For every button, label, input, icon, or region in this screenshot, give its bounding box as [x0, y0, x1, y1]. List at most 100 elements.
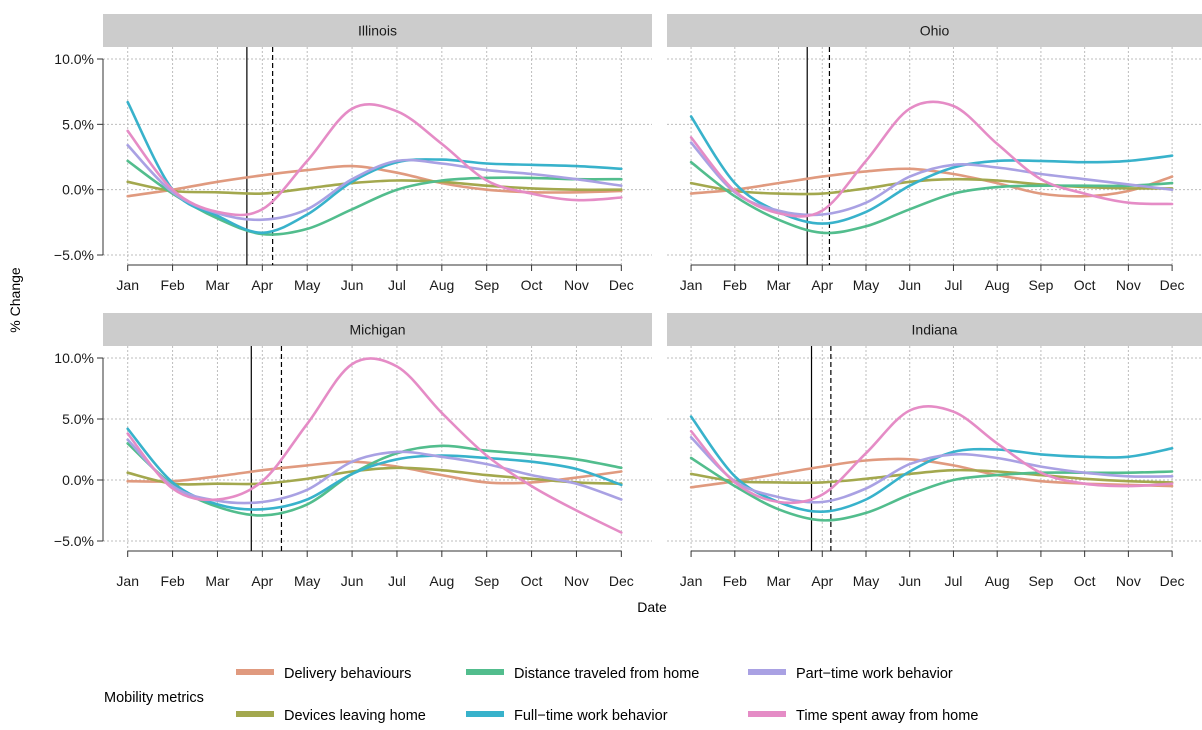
y-tick-label: −5.0%: [54, 247, 94, 263]
legend-item-part-time-work-behavior: Part−time work behavior: [748, 666, 953, 682]
legend-swatch: [236, 711, 274, 717]
series-line-time-spent-away-from-home: [689, 405, 1174, 505]
legend-label: Part−time work behavior: [796, 666, 953, 682]
series-line-time-spent-away-from-home: [126, 103, 623, 217]
panel-title: Michigan: [349, 322, 405, 338]
x-tick-label: Nov: [1116, 277, 1141, 293]
legend-label: Time spent away from home: [796, 708, 978, 724]
x-tick-label: Jun: [341, 277, 364, 293]
series-line-full-time-work-behavior: [126, 427, 623, 511]
series-line-devices-leaving-home: [126, 466, 623, 486]
series-line-full-time-work-behavior: [126, 100, 623, 235]
x-tick-label: Nov: [564, 277, 589, 293]
x-tick-label: Sep: [1028, 277, 1053, 293]
series-line-time-spent-away-from-home: [126, 357, 623, 534]
x-tick-label: Dec: [1160, 573, 1185, 589]
x-tick-label: Jun: [898, 277, 921, 293]
panel-strip: [103, 313, 652, 346]
x-axis: Jan Feb Mar Apr May Jun Jul Aug Sep Oct Nov Dec: [680, 264, 1185, 293]
series-line-delivery-behaviours: [689, 167, 1174, 198]
panel-michigan: Michigan −5.0% 0.0% 5.0% 10.0% Jan Feb Mar Apr Ma…: [54, 313, 652, 589]
x-tick-label: Jul: [388, 277, 406, 293]
series-group: [689, 100, 1174, 235]
x-axis: Jan Feb Mar Apr May Jun Jul Aug Sep Oct Nov Dec: [116, 264, 634, 293]
series-line-distance-traveled-from-home: [689, 160, 1174, 235]
grid: [667, 47, 1202, 265]
legend-title: Mobility metrics: [104, 690, 204, 706]
x-axis: Jan Feb Mar Apr May Jun Jul Aug Sep Oct Nov Dec: [680, 550, 1185, 589]
x-tick-label: Aug: [429, 277, 454, 293]
series-line-time-spent-away-from-home: [689, 100, 1174, 218]
x-tick-label: Oct: [521, 277, 543, 293]
x-tick-label: Apr: [251, 277, 273, 293]
legend: Mobility metrics Delivery behaviours Devi…: [104, 666, 978, 724]
legend-label: Distance traveled from home: [514, 666, 699, 682]
legend-label: Devices leaving home: [284, 708, 426, 724]
series-line-devices-leaving-home: [126, 179, 623, 196]
x-tick-label: Dec: [609, 277, 634, 293]
y-tick-label: 5.0%: [62, 116, 94, 132]
panel-strip: [667, 14, 1202, 47]
x-tick-label: May: [853, 277, 879, 293]
x-tick-label: May: [294, 277, 320, 293]
series-line-devices-leaving-home: [689, 468, 1174, 485]
panel-title: Ohio: [920, 23, 950, 39]
y-tick-label: 10.0%: [54, 350, 94, 366]
series-group: [689, 405, 1174, 522]
series-line-distance-traveled-from-home: [126, 159, 623, 236]
x-tick-label: May: [853, 573, 879, 589]
x-tick-label: Sep: [474, 573, 499, 589]
x-tick-label: Jan: [116, 277, 139, 293]
x-tick-label: Apr: [251, 573, 273, 589]
x-tick-label: Feb: [161, 573, 185, 589]
x-tick-label: Mar: [766, 573, 790, 589]
legend-item-time-spent-away-from-home: Time spent away from home: [748, 708, 978, 724]
legend-swatch: [466, 711, 504, 717]
x-tick-label: Jan: [116, 573, 139, 589]
series-line-full-time-work-behavior: [689, 415, 1174, 514]
y-axis-title: % Change: [7, 267, 23, 333]
x-tick-label: Jun: [898, 573, 921, 589]
panel-strip: [667, 313, 1202, 346]
x-tick-label: Apr: [811, 573, 833, 589]
x-tick-label: Aug: [429, 573, 454, 589]
series-group: [126, 100, 623, 236]
x-tick-label: Aug: [985, 277, 1010, 293]
series-group: [126, 357, 623, 534]
x-tick-label: Mar: [205, 573, 229, 589]
legend-item-distance-traveled-from-home: Distance traveled from home: [466, 666, 699, 682]
y-tick-label: 0.0%: [62, 182, 94, 198]
series-line-devices-leaving-home: [689, 177, 1174, 196]
series-line-part-time-work-behavior: [689, 436, 1174, 504]
x-axis-title: Date: [637, 599, 667, 615]
panel-illinois: Illinois −5.0% 0.0% 5.0% 10.0% Jan Feb Mar Apr Ma…: [54, 14, 652, 293]
panel-indiana: Indiana Jan Feb Mar Apr May Jun Jul Aug Sep Oct Nov…: [667, 313, 1202, 589]
legend-swatch: [236, 669, 274, 675]
y-axis: −5.0% 0.0% 5.0% 10.0%: [54, 51, 104, 263]
legend-label: Full−time work behavior: [514, 708, 668, 724]
x-tick-label: Aug: [985, 573, 1010, 589]
x-tick-label: Oct: [1074, 277, 1096, 293]
x-tick-label: May: [294, 573, 320, 589]
x-tick-label: Feb: [161, 277, 185, 293]
panel-group: Illinois −5.0% 0.0% 5.0% 10.0% Jan Feb Mar Apr Ma…: [54, 14, 1202, 589]
x-tick-label: Oct: [1074, 573, 1096, 589]
x-axis: Jan Feb Mar Apr May Jun Jul Aug Sep Oct Nov Dec: [116, 550, 634, 589]
x-tick-label: Jul: [945, 277, 963, 293]
x-tick-label: Jul: [388, 573, 406, 589]
x-tick-label: Dec: [1160, 277, 1185, 293]
series-line-part-time-work-behavior: [689, 141, 1174, 217]
x-tick-label: Dec: [609, 573, 634, 589]
x-tick-label: Apr: [811, 277, 833, 293]
panel-strip: [103, 14, 652, 47]
y-tick-label: −5.0%: [54, 533, 94, 549]
legend-swatch: [748, 711, 786, 717]
x-tick-label: Oct: [521, 573, 543, 589]
panel-title: Indiana: [912, 322, 958, 338]
x-tick-label: Jul: [945, 573, 963, 589]
legend-item-delivery-behaviours: Delivery behaviours: [236, 666, 411, 682]
y-axis: −5.0% 0.0% 5.0% 10.0%: [54, 350, 104, 549]
legend-swatch: [466, 669, 504, 675]
